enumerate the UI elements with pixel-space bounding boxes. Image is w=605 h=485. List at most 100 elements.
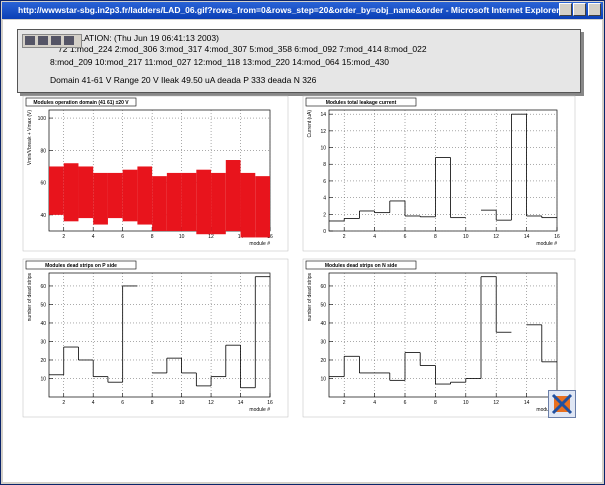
plot-area: [328, 109, 558, 232]
x-tick-label: 6: [404, 234, 407, 240]
plot-area: [328, 272, 558, 398]
x-tick-label: 6: [404, 400, 407, 406]
image-toolbar: [22, 34, 82, 48]
y-axis-label: number of dead strips: [27, 273, 33, 322]
x-tick-label: 2: [62, 234, 65, 240]
y-tick-label: 30: [40, 339, 46, 345]
x-axis-label: module #: [536, 241, 557, 247]
x-tick-label: 12: [493, 400, 499, 406]
chart-panel: [302, 258, 576, 418]
x-tick-label: 12: [208, 234, 214, 240]
y-tick-label: 60: [320, 284, 326, 290]
x-tick-label: 8: [151, 234, 154, 240]
x-tick-label: 14: [524, 234, 530, 240]
y-tick-label: 10: [320, 376, 326, 382]
x-tick-label: 16: [267, 234, 273, 240]
y-tick-label: 2: [323, 212, 326, 218]
y-tick-label: 60: [40, 181, 46, 187]
x-tick-label: 10: [179, 400, 185, 406]
x-tick-label: 2: [343, 234, 346, 240]
plot-area: [48, 272, 271, 398]
y-tick-label: 8: [323, 162, 326, 168]
x-axis-label: module #: [249, 407, 270, 413]
x-tick-label: 6: [121, 400, 124, 406]
x-tick-label: 4: [92, 234, 95, 240]
save-icon[interactable]: [25, 36, 35, 45]
range-bar: [211, 172, 226, 235]
y-tick-label: 6: [323, 179, 326, 185]
icon-graphic: [551, 393, 573, 415]
x-tick-label: 12: [208, 400, 214, 406]
x-tick-label: 10: [463, 400, 469, 406]
y-tick-label: 40: [320, 321, 326, 327]
chart-title: Modules dead strips on P side: [45, 263, 117, 269]
y-tick-label: 40: [40, 213, 46, 219]
print-icon[interactable]: [38, 36, 48, 45]
y-tick-label: 50: [320, 302, 326, 308]
mail-icon[interactable]: [51, 36, 61, 45]
x-tick-label: 14: [524, 400, 530, 406]
window-title: http://wwwstar-sbg.in2p3.fr/ladders/LAD_…: [18, 5, 560, 15]
y-tick-label: 40: [40, 321, 46, 327]
title-bar: http://wwwstar-sbg.in2p3.fr/ladders/LAD_…: [2, 2, 603, 19]
page-content: SIMULATION: (Thu Jun 19 06:41:13 2003) 7…: [3, 20, 602, 482]
folder-icon[interactable]: [64, 36, 74, 45]
x-tick-label: 4: [92, 400, 95, 406]
y-tick-label: 4: [323, 196, 326, 202]
y-axis-label: number of dead strips: [307, 273, 313, 322]
chart-title-box: [305, 260, 417, 270]
x-tick-label: 8: [434, 234, 437, 240]
y-tick-label: 80: [40, 148, 46, 154]
range-bar: [107, 172, 123, 219]
x-axis-label: module #: [249, 241, 270, 247]
info-line: 8:mod_209 10:mod_217 11:mod_027 12:mod_1…: [50, 57, 390, 67]
y-tick-label: 12: [320, 129, 326, 135]
y-tick-label: 50: [40, 302, 46, 308]
close-button[interactable]: [588, 3, 601, 16]
range-bar: [181, 172, 197, 231]
chart-panel: [22, 95, 289, 252]
maximize-button[interactable]: [573, 3, 586, 16]
chart-title-box: [25, 97, 137, 107]
range-bar: [255, 176, 270, 238]
x-tick-label: 10: [463, 234, 469, 240]
x-tick-label: 14: [238, 400, 244, 406]
info-line: Domain 41-61 V Range 20 V Ileak 49.50 uA…: [50, 75, 317, 85]
x-tick-label: 8: [151, 400, 154, 406]
plot-area: [48, 109, 271, 232]
range-bar: [137, 166, 153, 225]
chart-title: Modules total leakage current: [326, 100, 397, 106]
info-line: SIMULATION: (Thu Jun 19 06:41:13 2003): [58, 33, 219, 43]
range-bar: [78, 166, 94, 219]
x-tick-label: 4: [373, 400, 376, 406]
range-bar: [93, 172, 108, 225]
range-bar: [166, 172, 182, 231]
chart-title-box: [305, 97, 417, 107]
x-tick-label: 14: [238, 234, 244, 240]
x-tick-label: 2: [343, 400, 346, 406]
range-bar: [152, 176, 167, 231]
x-tick-label: 6: [121, 234, 124, 240]
y-tick-label: 20: [320, 358, 326, 364]
range-bar: [225, 160, 241, 231]
chart-panel: [22, 258, 289, 418]
icon-cross: [551, 393, 573, 415]
app-icon[interactable]: [548, 390, 576, 418]
x-tick-label: 8: [434, 400, 437, 406]
x-tick-label: 12: [493, 234, 499, 240]
y-tick-label: 60: [40, 284, 46, 290]
y-tick-label: 100: [38, 116, 47, 122]
chart-panel: [302, 95, 576, 252]
minimize-button[interactable]: [559, 3, 572, 16]
y-tick-label: 10: [40, 376, 46, 382]
x-tick-label: 10: [179, 234, 185, 240]
y-tick-label: 0: [323, 229, 326, 235]
chart-title-box: [25, 260, 137, 270]
info-line: 72 1:mod_224 2:mod_306 3:mod_317 4:mod_3…: [58, 44, 427, 54]
range-bar: [49, 166, 64, 215]
range-bar: [196, 169, 212, 235]
range-bar: [63, 163, 79, 222]
range-bar: [240, 172, 256, 238]
x-tick-label: 16: [554, 234, 560, 240]
